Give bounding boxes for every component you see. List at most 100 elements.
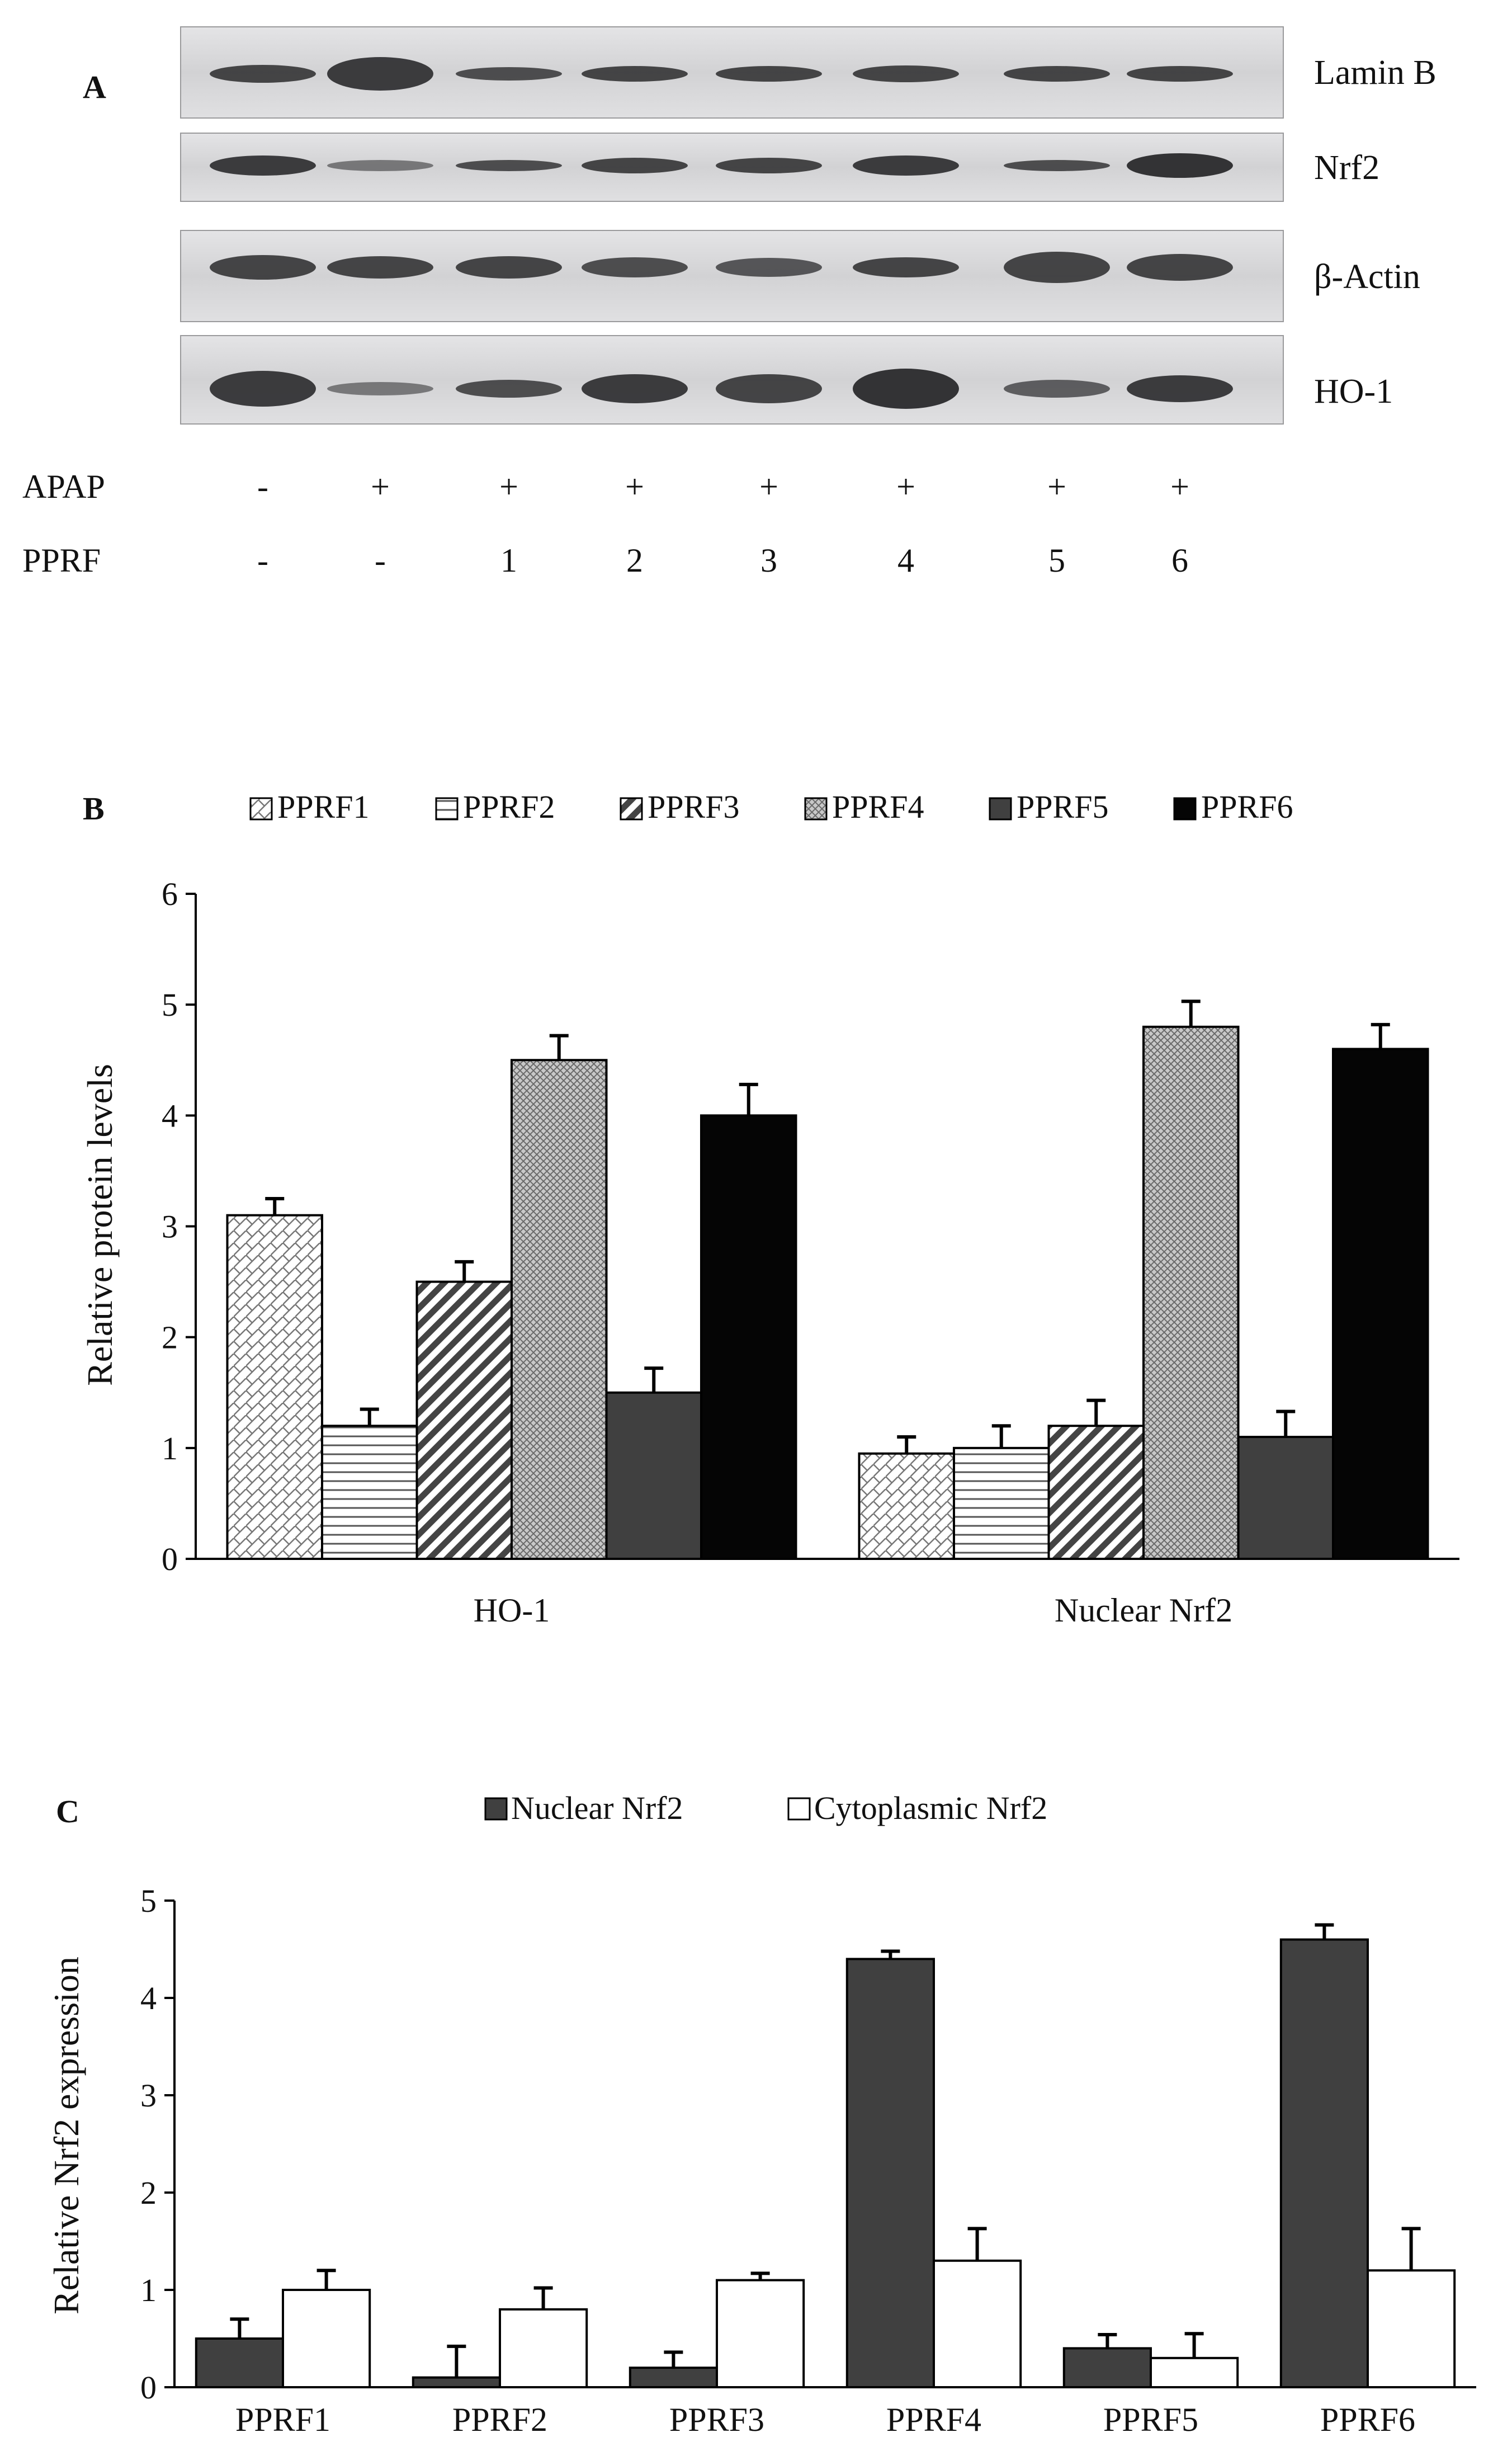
blot-band <box>1004 66 1110 82</box>
bar-cytoplasmic-nrf2-pprf4 <box>933 2259 1022 2389</box>
treatment-mark-apap: + <box>371 468 390 505</box>
bar-pprf5-ho-1 <box>605 1391 702 1560</box>
blot-band <box>456 160 562 171</box>
blot-band <box>210 255 316 280</box>
y-tick-label: 0 <box>140 2369 157 2406</box>
bar-nuclear-nrf2-pprf6 <box>1279 1938 1369 2389</box>
panel-b-label: B <box>83 790 105 827</box>
bar-nuclear-nrf2-pprf4 <box>845 1958 935 2388</box>
y-tick-label: 2 <box>162 1319 178 1356</box>
blot-strip-background <box>180 230 1284 322</box>
blot-label-ho-1: HO-1 <box>1314 373 1393 411</box>
treatment-mark-pprf: - <box>257 542 268 579</box>
legend-label-pprf1: PPRF1 <box>277 789 369 825</box>
blot-band <box>582 374 688 403</box>
treatment-mark-pprf: 2 <box>626 542 643 579</box>
legend-label-pprf2: PPRF2 <box>463 789 555 825</box>
x-tick-label-pprf2: PPRF2 <box>452 2401 547 2437</box>
legend-label-nuclear-nrf2: Nuclear Nrf2 <box>511 1790 683 1826</box>
treatment-mark-apap: + <box>759 468 778 505</box>
y-tick-label: 2 <box>140 2175 157 2211</box>
bar-cytoplasmic-nrf2-pprf2 <box>499 2308 588 2388</box>
blot-strip-beta-actin <box>180 230 1284 322</box>
legend-swatch-nuclear-nrf2 <box>484 1797 508 1821</box>
legend-swatch-pprf4 <box>804 797 828 821</box>
blot-band <box>582 66 688 82</box>
blot-label-beta-actin: β-Actin <box>1314 258 1420 296</box>
treatment-mark-pprf: 4 <box>897 542 914 579</box>
panel-a-label: A <box>83 69 106 105</box>
bar-cytoplasmic-nrf2-pprf1 <box>282 2289 371 2388</box>
blot-band <box>210 155 316 176</box>
treatment-mark-apap: + <box>896 468 915 505</box>
treatment-mark-apap: + <box>1047 468 1066 505</box>
blot-band <box>716 374 822 403</box>
bar-nuclear-nrf2-pprf5 <box>1062 2347 1152 2388</box>
bar-pprf1-ho-1 <box>226 1214 323 1560</box>
legend-label-cytoplasmic-nrf2: Cytoplasmic Nrf2 <box>814 1790 1047 1826</box>
blot-band <box>1004 160 1110 171</box>
blot-label-nrf2: Nrf2 <box>1314 149 1379 187</box>
y-tick-label: 1 <box>140 2272 157 2308</box>
blot-band <box>716 158 822 173</box>
blot-band <box>716 66 822 82</box>
x-tick-label-nuclear-nrf2: Nuclear Nrf2 <box>1055 1592 1232 1629</box>
panel-c-legend: Nuclear Nrf2 Cytoplasmic Nrf2 <box>484 1790 1047 1826</box>
blot-band <box>327 256 433 279</box>
bar-pprf6-ho-1 <box>700 1114 797 1561</box>
x-tick-label-ho-1: HO-1 <box>474 1592 550 1629</box>
blot-band <box>456 67 562 81</box>
treatment-mark-pprf: 3 <box>760 542 777 579</box>
row-label-apap: APAP <box>22 468 105 505</box>
legend-swatch-pprf3 <box>620 797 643 821</box>
legend-label-pprf3: PPRF3 <box>648 789 739 825</box>
blot-label-lamin-b: Lamin B <box>1314 54 1437 92</box>
y-tick-label: 5 <box>162 987 178 1023</box>
blot-band <box>456 256 562 279</box>
x-tick-label-pprf3: PPRF3 <box>669 2401 764 2437</box>
blot-band <box>327 57 433 91</box>
bar-pprf4-ho-1 <box>511 1059 608 1560</box>
y-tick-label: 1 <box>162 1430 178 1467</box>
blot-band <box>582 158 688 173</box>
blot-band <box>1004 380 1110 398</box>
legend-label-pprf5: PPRF5 <box>1017 789 1108 825</box>
y-tick-label: 0 <box>162 1541 178 1577</box>
blot-band <box>1127 153 1233 178</box>
blot-band <box>853 257 959 277</box>
panel-c: C Nuclear Nrf2 Cytoplasmic Nrf2 Relative … <box>46 1790 1476 2437</box>
panel-b-y-axis-title: Relative protein levels <box>80 1064 120 1386</box>
bar-pprf1-nuclear-nrf2 <box>858 1452 955 1561</box>
x-tick-label-pprf6: PPRF6 <box>1320 2401 1415 2437</box>
treatment-mark-pprf: 5 <box>1048 542 1065 579</box>
blot-band <box>1127 66 1233 82</box>
legend-swatch-cytoplasmic-nrf2 <box>787 1797 811 1821</box>
legend-swatch-pprf1 <box>249 797 273 821</box>
panel-b: B PPRF1 PPRF2 PPRF3 PPRF4 PPRF5 PPRF6 Relativ… <box>80 789 1459 1629</box>
bar-pprf3-nuclear-nrf2 <box>1047 1425 1145 1560</box>
panel-b-legend: PPRF1 PPRF2 PPRF3 PPRF4 PPRF5 PPRF6 <box>249 789 1293 825</box>
bar-cytoplasmic-nrf2-pprf6 <box>1367 2269 1456 2388</box>
treatment-mark-apap: - <box>257 468 268 505</box>
y-tick-label: 3 <box>140 2077 157 2114</box>
bar-nuclear-nrf2-pprf2 <box>412 2376 501 2389</box>
panel-a: A Lamin B Nrf2 β-Actin HO-1 APAP PPRF - +… <box>22 26 1437 579</box>
treatment-mark-pprf: 1 <box>500 542 517 579</box>
blot-band <box>853 65 959 82</box>
blot-strip-nrf2 <box>180 133 1284 202</box>
blot-band <box>1127 375 1233 402</box>
bar-pprf6-nuclear-nrf2 <box>1332 1048 1429 1560</box>
y-tick-label: 4 <box>162 1097 178 1134</box>
bar-pprf2-nuclear-nrf2 <box>953 1446 1050 1560</box>
panel-c-y-axis-title: Relative Nrf2 expression <box>46 1957 86 2315</box>
x-tick-label-pprf4: PPRF4 <box>886 2401 981 2437</box>
blot-band <box>853 155 959 176</box>
legend-swatch-pprf5 <box>989 797 1012 821</box>
legend-swatch-pprf6 <box>1173 797 1197 821</box>
legend-swatch-pprf2 <box>435 797 459 821</box>
legend-label-pprf6: PPRF6 <box>1201 789 1293 825</box>
legend-label-pprf4: PPRF4 <box>832 789 924 825</box>
bar-nuclear-nrf2-pprf3 <box>629 2367 719 2389</box>
y-tick-label: 5 <box>140 1883 157 1919</box>
treatment-mark-apap: + <box>625 468 644 505</box>
